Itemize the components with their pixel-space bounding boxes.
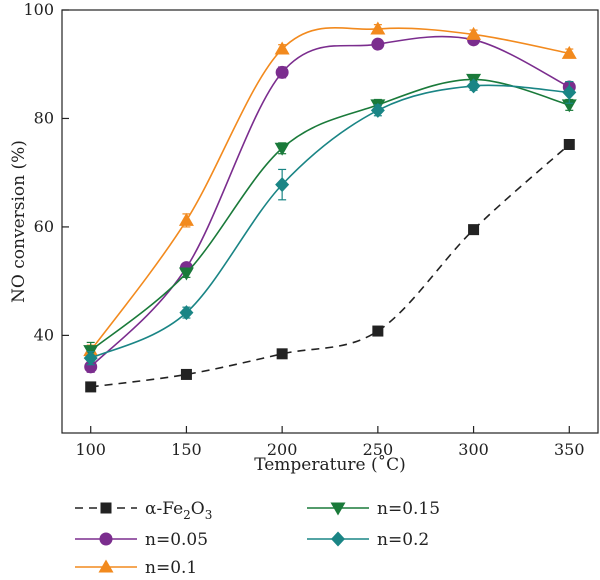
legend-label: α-Fe2O3 xyxy=(145,499,212,522)
data-point xyxy=(180,368,192,380)
data-point xyxy=(370,21,386,35)
data-point xyxy=(178,267,194,281)
data-point xyxy=(562,84,577,100)
y-tick-label: 60 xyxy=(34,217,54,236)
x-axis-label: Temperature (˚C) xyxy=(254,455,406,475)
series-layer xyxy=(83,21,577,393)
legend-item-0: α-Fe2O3 xyxy=(75,499,212,522)
legend-item-4: n=0.2 xyxy=(307,530,429,550)
data-point xyxy=(179,305,194,321)
series-4 xyxy=(83,78,577,366)
legend-marker xyxy=(98,559,114,573)
data-point xyxy=(85,381,97,393)
legend-item-2: n=0.1 xyxy=(75,558,197,578)
data-point xyxy=(371,37,385,51)
data-point xyxy=(370,102,385,118)
plot-frame xyxy=(61,9,599,434)
y-axis-label: NO conversion (%) xyxy=(9,140,29,303)
data-point xyxy=(275,65,289,79)
data-point xyxy=(84,360,98,374)
series-line xyxy=(90,78,570,352)
data-point xyxy=(178,212,194,226)
series-0 xyxy=(85,138,575,393)
series-3 xyxy=(83,73,577,360)
legend-marker xyxy=(100,502,112,514)
data-point xyxy=(466,26,482,40)
legend-label: n=0.1 xyxy=(145,558,197,578)
data-point xyxy=(563,138,575,150)
legend: α-Fe2O3 n=0.05 n=0.1 n=0.15 n=0.2 xyxy=(75,499,440,578)
data-point xyxy=(274,142,290,156)
legend-label: n=0.2 xyxy=(377,530,429,550)
legend-marker xyxy=(330,502,346,516)
legend-label: n=0.15 xyxy=(377,499,440,519)
data-point xyxy=(466,78,481,94)
data-point xyxy=(372,325,384,337)
data-point xyxy=(561,99,577,113)
data-point xyxy=(276,348,288,360)
x-tick-label: 300 xyxy=(458,440,489,459)
legend-item-1: n=0.05 xyxy=(75,530,208,550)
x-tick-label: 150 xyxy=(171,440,202,459)
data-point xyxy=(83,350,98,366)
series-1 xyxy=(84,33,576,374)
x-tick-label: 250 xyxy=(363,440,394,459)
data-point xyxy=(561,45,577,59)
x-tick-label: 100 xyxy=(75,440,106,459)
y-tick-label: 40 xyxy=(34,325,54,344)
x-tick-label: 200 xyxy=(267,440,298,459)
y-tick-label: 100 xyxy=(23,0,54,19)
legend-label: n=0.05 xyxy=(145,530,208,550)
series-line xyxy=(90,84,570,359)
x-tick-label: 350 xyxy=(554,440,585,459)
legend-item-3: n=0.15 xyxy=(307,499,440,519)
ticks-layer: 100 150 200 250 300 350 40 60 80 100 xyxy=(23,0,584,459)
legend-marker xyxy=(99,532,113,546)
series-line xyxy=(90,27,570,352)
data-point xyxy=(275,177,290,193)
y-tick-label: 80 xyxy=(34,108,54,127)
data-point xyxy=(274,41,290,55)
series-line xyxy=(90,143,570,388)
data-point xyxy=(468,224,480,236)
legend-marker xyxy=(331,531,345,547)
